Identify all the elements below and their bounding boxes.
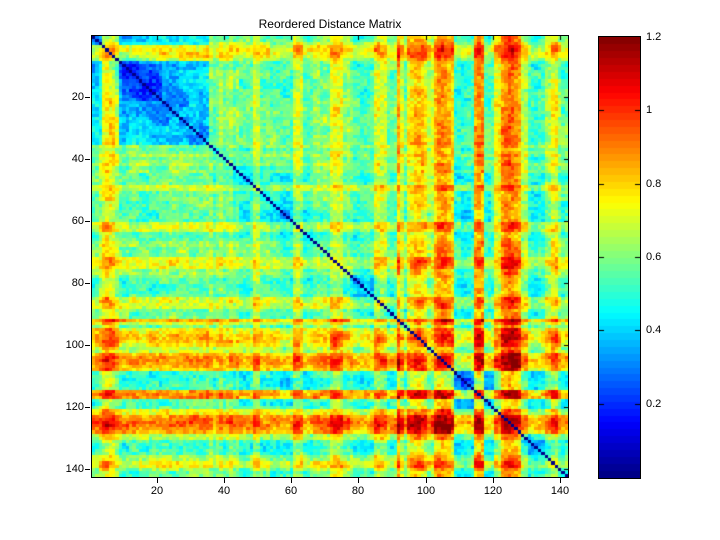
colorbar-tick-label: 0.6 xyxy=(646,251,662,263)
x-axis-tick xyxy=(358,478,359,483)
y-axis-tick-label: 60 xyxy=(71,215,84,227)
colorbar-tick-label: 0.2 xyxy=(646,398,662,410)
y-axis-tick-label: 80 xyxy=(71,277,84,289)
plot-title: Reordered Distance Matrix xyxy=(258,17,402,31)
y-axis-tick xyxy=(85,221,90,222)
y-axis-tick xyxy=(85,407,90,408)
x-axis-tick-label: 100 xyxy=(416,485,436,497)
heatmap-canvas xyxy=(92,36,568,477)
x-axis-tick-label: 120 xyxy=(483,485,503,497)
colorbar-tick-label: 1.2 xyxy=(646,31,662,43)
y-axis-tick-label: 20 xyxy=(71,91,84,103)
y-axis-tick xyxy=(85,283,90,284)
y-axis-tick-label: 140 xyxy=(65,463,84,475)
y-axis-tick-label: 100 xyxy=(65,339,84,351)
y-axis-tick xyxy=(85,97,90,98)
x-axis-tick xyxy=(291,478,292,483)
x-axis-tick xyxy=(157,478,158,483)
x-axis-tick-label: 80 xyxy=(351,485,365,497)
y-axis-tick xyxy=(85,345,90,346)
colorbar xyxy=(598,36,641,479)
x-axis-tick-label: 60 xyxy=(284,485,298,497)
x-axis-tick-label: 20 xyxy=(150,485,164,497)
x-axis-tick-label: 140 xyxy=(550,485,570,497)
colorbar-canvas xyxy=(599,37,640,478)
y-axis-tick-label: 40 xyxy=(71,153,84,165)
colorbar-tick-label: 0.4 xyxy=(646,324,662,336)
x-axis-tick xyxy=(493,478,494,483)
y-axis-tick xyxy=(85,469,90,470)
x-axis-tick xyxy=(560,478,561,483)
colorbar-tick-label: 1 xyxy=(646,104,653,116)
heatmap-plot-area xyxy=(91,35,569,478)
y-axis-tick-label: 120 xyxy=(65,401,84,413)
x-axis-tick xyxy=(224,478,225,483)
colorbar-tick-label: 0.8 xyxy=(646,178,662,190)
x-axis-tick xyxy=(426,478,427,483)
y-axis-tick xyxy=(85,159,90,160)
x-axis-tick-label: 40 xyxy=(217,485,231,497)
